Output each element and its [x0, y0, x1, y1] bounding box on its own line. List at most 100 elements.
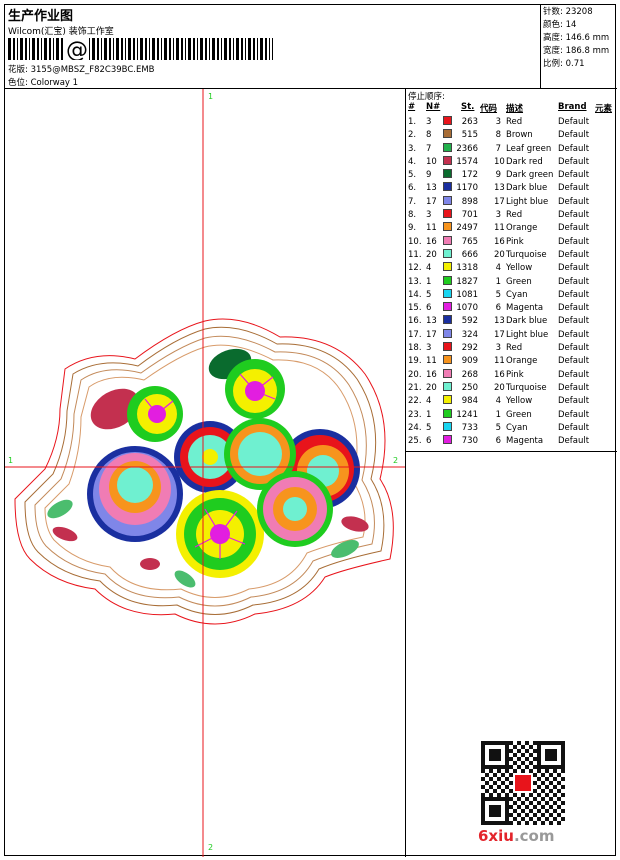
row-brand: Default: [558, 196, 590, 207]
row-no: 5: [426, 289, 432, 300]
col-index: #: [408, 102, 416, 112]
row-no: 3: [426, 343, 432, 354]
sequence-header: # N# St. 代码 描述 Brand 元素: [406, 102, 617, 116]
row-index: 20.: [408, 369, 422, 380]
row-desc: Dark green: [506, 170, 554, 181]
color-swatch: [443, 342, 452, 352]
row-index: 17.: [408, 329, 422, 340]
row-no: 9: [426, 170, 432, 181]
row-stitches: 1318: [456, 263, 478, 274]
row-desc: Pink: [506, 236, 524, 247]
row-index: 16.: [408, 316, 422, 327]
row-code: 10: [494, 156, 505, 167]
site-watermark: 6xiu.com: [478, 827, 555, 845]
color-swatch: [443, 288, 452, 298]
row-index: 8.: [408, 210, 417, 221]
row-desc: Pink: [506, 369, 524, 380]
design-canvas[interactable]: 1 2 1 2: [5, 89, 406, 857]
qr-code-icon: [481, 741, 565, 825]
row-brand: Default: [558, 409, 590, 420]
row-stitches: 592: [461, 316, 478, 327]
color-swatch: [443, 368, 452, 378]
stat-stitches: 针数: 23208: [543, 7, 593, 17]
row-no: 3: [426, 210, 432, 221]
sequence-row: 8. 3 701 3 Red Default: [406, 209, 617, 222]
sequence-row: 1. 3 263 3 Red Default: [406, 116, 617, 129]
row-no: 8: [426, 130, 432, 141]
row-brand: Default: [558, 130, 590, 141]
row-brand: Default: [558, 236, 590, 247]
stat-scale: 比例: 0.71: [543, 59, 585, 69]
sequence-row: 11. 20 666 20 Turquoise Default: [406, 248, 617, 262]
marker-bottom: 2: [208, 843, 214, 852]
sequence-row: 2. 8 515 8 Brown Default: [406, 129, 617, 142]
color-swatch: [443, 275, 452, 285]
col-stitches: St.: [461, 102, 475, 112]
row-brand: Default: [558, 436, 590, 447]
row-brand: Default: [558, 170, 590, 181]
row-code: 11: [494, 356, 505, 367]
row-desc: Light blue: [506, 196, 549, 207]
row-index: 6.: [408, 183, 417, 194]
color-swatch: [443, 235, 452, 245]
flower-left: [87, 446, 183, 542]
color-swatch: [443, 209, 452, 219]
row-no: 17: [426, 329, 437, 340]
row-index: 19.: [408, 356, 422, 367]
color-swatch: [443, 328, 452, 338]
row-code: 3: [495, 210, 501, 221]
marker-top: 1: [208, 92, 214, 101]
row-desc: Dark blue: [506, 316, 548, 327]
row-index: 4.: [408, 156, 417, 167]
row-no: 4: [426, 396, 432, 407]
row-desc: Green: [506, 276, 532, 287]
color-swatch: [443, 395, 452, 405]
col-desc: 描述: [506, 104, 524, 114]
row-brand: Default: [558, 422, 590, 433]
row-desc: Red: [506, 343, 523, 354]
row-code: 1: [495, 409, 501, 420]
row-no: 16: [426, 236, 437, 247]
row-stitches: 292: [461, 343, 478, 354]
row-stitches: 984: [461, 396, 478, 407]
row-index: 2.: [408, 130, 417, 141]
sequence-row: 21. 20 250 20 Turquoise Default: [406, 381, 617, 395]
row-code: 20: [494, 249, 505, 260]
stat-colors: 颜色: 14: [543, 20, 577, 30]
row-code: 13: [494, 183, 505, 194]
embroidery-preview: [5, 89, 405, 857]
row-no: 1: [426, 276, 432, 287]
row-code: 3: [495, 343, 501, 354]
row-index: 14.: [408, 289, 422, 300]
flower-center: [224, 418, 296, 490]
row-desc: Magenta: [506, 436, 544, 447]
row-desc: Yellow: [506, 263, 533, 274]
row-desc: Magenta: [506, 303, 544, 314]
col-no: N#: [426, 102, 441, 112]
stamen-strokes: [144, 373, 276, 559]
row-code: 16: [494, 369, 505, 380]
row-desc: Dark blue: [506, 183, 548, 194]
row-index: 22.: [408, 396, 422, 407]
sequence-row: 10. 16 765 16 Pink Default: [406, 235, 617, 249]
color-sequence-panel: 停止顺序: # N# St. 代码 描述 Brand 元素 1. 3 263 3 Red…: [406, 89, 617, 857]
row-index: 1.: [408, 117, 417, 127]
production-worksheet: 生产作业图 Wilcom(汇宝) 装饰工作室 @ 花版: 3155@MBSZ_F…: [4, 4, 617, 857]
row-no: 20: [426, 249, 437, 260]
row-no: 13: [426, 183, 437, 194]
row-desc: Yellow: [506, 396, 533, 407]
row-index: 15.: [408, 303, 422, 314]
sequence-row: 22. 4 984 4 Yellow Default: [406, 395, 617, 408]
row-no: 7: [426, 143, 432, 154]
row-stitches: 324: [461, 329, 478, 340]
row-desc: Dark red: [506, 156, 543, 167]
color-swatch: [443, 195, 452, 205]
sequence-row: 5. 9 172 9 Dark green Default: [406, 169, 617, 182]
row-stitches: 765: [461, 236, 478, 247]
row-index: 12.: [408, 263, 422, 274]
color-swatch: [443, 142, 452, 152]
row-stitches: 666: [461, 249, 478, 260]
stat-height: 高度: 146.6 mm: [543, 33, 610, 43]
row-desc: Red: [506, 117, 523, 127]
flower-bottom-right: [257, 471, 333, 547]
